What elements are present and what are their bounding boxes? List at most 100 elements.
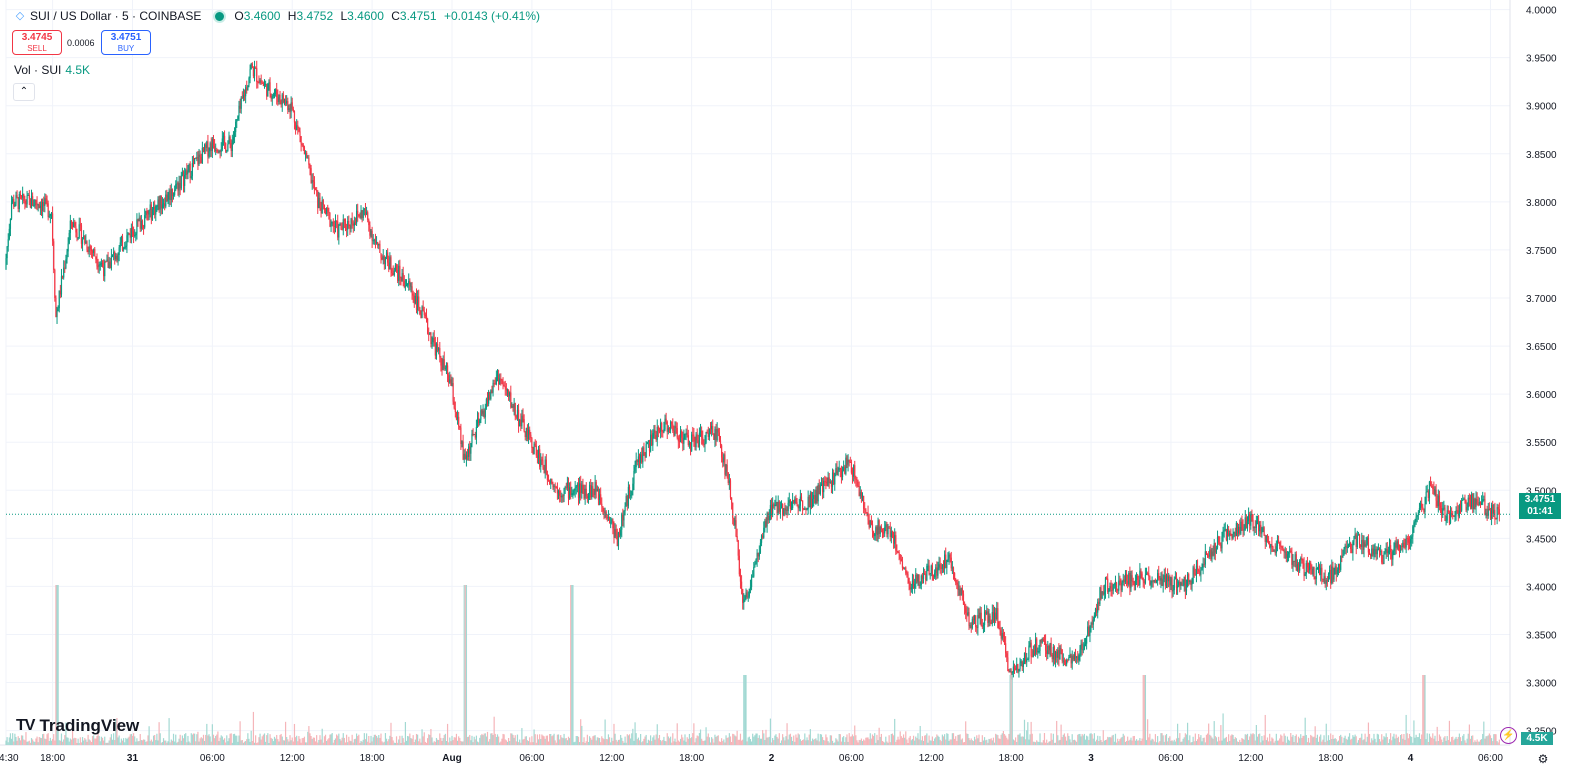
volume-bar (37, 742, 39, 745)
candle-body (732, 502, 734, 518)
volume-bar (298, 736, 300, 745)
candle-body (746, 592, 748, 598)
candle-body (45, 198, 47, 200)
candle-body (452, 383, 454, 402)
candle-body (1476, 498, 1478, 505)
candle-body (1016, 664, 1018, 670)
candle-body (1221, 536, 1223, 549)
volume-bar (372, 737, 374, 745)
candle-body (446, 365, 449, 376)
candle-body (273, 93, 276, 95)
candle-body (128, 233, 130, 235)
volume-bar (319, 735, 321, 745)
volume-bar (15, 736, 17, 745)
volume-bar (801, 740, 804, 745)
candle-body (293, 111, 296, 123)
candle-body (677, 437, 679, 442)
buy-button[interactable]: 3.4751 BUY (101, 30, 151, 55)
volume-bar (220, 735, 222, 745)
tradingview-logo[interactable]: TV TradingView (16, 716, 139, 736)
candle-body (1140, 570, 1142, 574)
candle-body (1292, 561, 1294, 565)
candle-body (200, 156, 202, 164)
volume-bar (840, 741, 843, 745)
volume-bar (880, 733, 882, 745)
candle-body (819, 485, 821, 494)
candle-body (707, 433, 709, 437)
volume-bar (1424, 675, 1426, 745)
volume-bar (1314, 726, 1316, 745)
candle-body (566, 482, 568, 488)
candle-body (1005, 643, 1007, 654)
volume-bar (1153, 741, 1155, 745)
chevron-up-icon[interactable]: ⌃ (13, 83, 35, 101)
candle-body (1458, 505, 1461, 517)
candle-body (521, 415, 523, 427)
candle-body (1133, 581, 1135, 586)
volume-bar (760, 738, 763, 745)
candle-body (577, 484, 580, 498)
candle-body (289, 108, 291, 112)
x-tick-label: 14:30 (0, 753, 19, 764)
volume-bar (131, 735, 134, 745)
volume-bar (392, 740, 394, 745)
volume-bar (1395, 734, 1397, 745)
lightning-icon[interactable]: ⚡ (1500, 727, 1517, 744)
market-status-dot-icon (213, 9, 227, 23)
candle-body (837, 470, 839, 476)
volume-bar (1421, 734, 1423, 745)
volume-bar (693, 723, 695, 745)
candle-body (221, 138, 223, 150)
volume-bar (522, 739, 524, 745)
volume-bar (1125, 740, 1128, 745)
volume-bar (1058, 740, 1060, 745)
volume-bar (871, 734, 874, 745)
candle-body (1118, 580, 1120, 591)
gear-icon[interactable]: ⚙ (1537, 752, 1549, 766)
candle-body (1380, 550, 1382, 553)
volume-bar (470, 740, 472, 745)
volume-bar (919, 725, 921, 745)
volume-bar (572, 585, 574, 745)
candle-body (1406, 537, 1408, 539)
candle-body (851, 472, 854, 477)
volume-bar (676, 723, 678, 745)
volume-bar (699, 729, 702, 745)
volume-bar (272, 741, 274, 745)
candle-body (25, 203, 27, 205)
candle-body (529, 429, 531, 435)
candle-body (1276, 540, 1279, 547)
volume-bar (1385, 733, 1387, 745)
volume-bar (1110, 737, 1112, 745)
sell-button[interactable]: 3.4745 SELL (12, 30, 62, 55)
candle-body (876, 527, 878, 535)
volume-bar (227, 741, 229, 745)
candle-body (956, 582, 958, 585)
candle-body (1456, 510, 1458, 512)
candle-body (1332, 566, 1334, 580)
candle-body (1183, 576, 1185, 586)
volume-bar (1169, 736, 1171, 745)
spread-value: 0.0006 (67, 38, 95, 48)
candle-body (480, 410, 482, 420)
volume-bar (1064, 736, 1067, 745)
volume-bar (377, 737, 379, 745)
symbol-title[interactable]: SUI / US Dollar · 5 · COINBASE (30, 9, 202, 23)
candle-body (309, 164, 311, 169)
candle-body (550, 478, 552, 484)
candle-body (1465, 500, 1467, 510)
candle-body (1352, 541, 1354, 554)
volume-bar (679, 738, 682, 745)
candle-body (798, 505, 800, 509)
volume-bar (1376, 733, 1378, 745)
candle-body (584, 488, 586, 499)
candle-body (723, 454, 725, 463)
volume-legend[interactable]: Vol · SUI 4.5K (14, 63, 90, 77)
volume-bar (327, 739, 329, 745)
volume-bar (663, 736, 665, 745)
candle-body (343, 219, 345, 221)
volume-bar (95, 738, 97, 745)
candle-body (719, 440, 722, 446)
volume-bar (1053, 742, 1056, 745)
